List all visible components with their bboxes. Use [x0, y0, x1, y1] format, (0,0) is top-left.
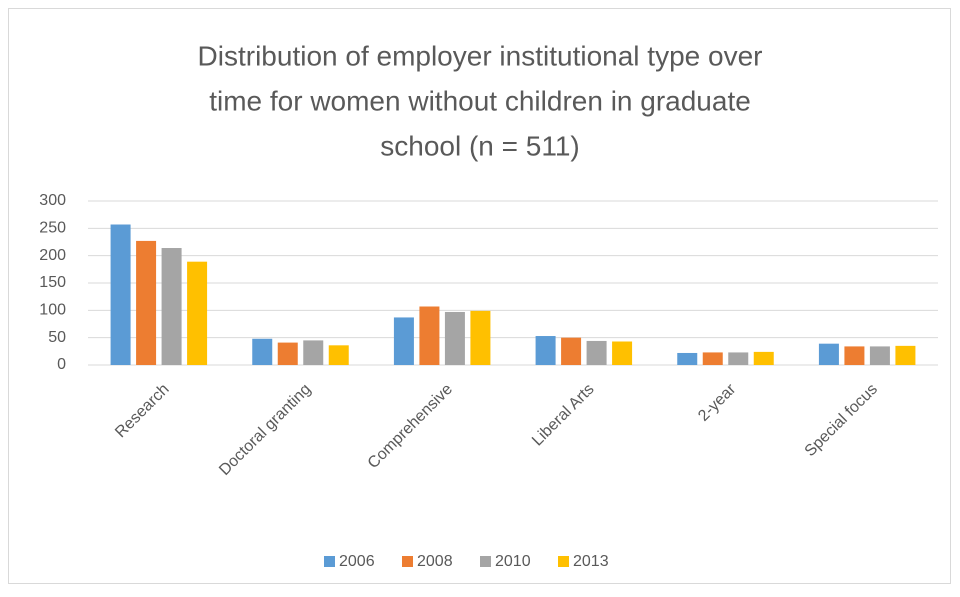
bar: [136, 240, 157, 365]
chart-title: time for women without children in gradu…: [209, 85, 751, 116]
y-tick-label: 250: [39, 220, 66, 237]
bar: [869, 346, 890, 365]
y-tick-label: 0: [57, 356, 66, 373]
bar: [470, 310, 491, 365]
bar: [677, 352, 698, 365]
bar: [187, 261, 208, 365]
bar: [561, 337, 582, 365]
legend-label: 2010: [495, 553, 531, 570]
legend-swatch: [324, 556, 335, 567]
legend-swatch: [480, 556, 491, 567]
bar: [419, 306, 440, 365]
bar: [328, 345, 349, 365]
bar: [161, 248, 182, 365]
bar: [393, 317, 414, 365]
chart-title: school (n = 511): [380, 130, 580, 161]
bar: [728, 352, 749, 365]
legend-label: 2006: [339, 553, 375, 570]
y-tick-label: 300: [39, 192, 66, 209]
legend-label: 2008: [417, 553, 453, 570]
bar: [818, 343, 839, 365]
bar: [753, 351, 774, 365]
bar: [612, 341, 633, 365]
y-tick-label: 150: [39, 274, 66, 291]
bar: [702, 352, 723, 365]
bar: [535, 336, 556, 365]
bar: [303, 340, 324, 365]
bar: [110, 224, 131, 365]
y-tick-label: 200: [39, 247, 66, 264]
bar: [895, 345, 916, 365]
y-tick-label: 50: [48, 329, 66, 346]
bar: [444, 311, 465, 365]
bar: [586, 340, 607, 365]
y-tick-label: 100: [39, 302, 66, 319]
chart-title: Distribution of employer institutional t…: [198, 40, 763, 71]
legend-swatch: [558, 556, 569, 567]
legend-swatch: [402, 556, 413, 567]
bar: [844, 346, 865, 365]
bar: [277, 342, 298, 365]
bar: [252, 338, 273, 365]
legend-label: 2013: [573, 553, 609, 570]
